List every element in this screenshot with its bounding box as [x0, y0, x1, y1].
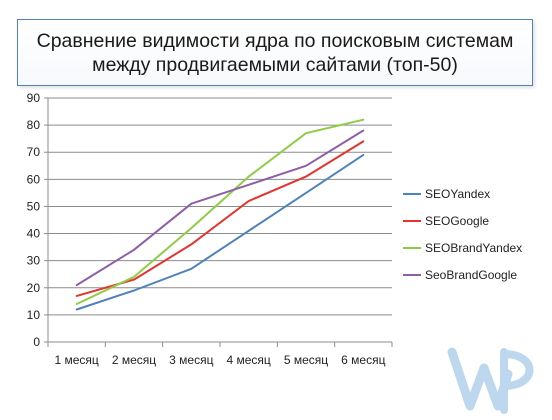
y-tick-label: 0: [33, 335, 40, 349]
grid-lines: [48, 97, 392, 316]
series-lines: [75, 118, 365, 311]
chart-title-line-1: Сравнение видимости ядра по поисковым си…: [36, 29, 514, 52]
y-tick-label: 90: [27, 91, 41, 105]
y-tick-label: 40: [27, 227, 41, 241]
wp-logo-icon: [447, 347, 534, 414]
legend: SEOYandex SEOGoogle SEOBrandYandex SeoBrand…: [403, 187, 522, 282]
x-tick-label: 5 месяц: [284, 353, 328, 367]
y-tick-labels: 0 10 20 30 40 50 60 70 80 90: [27, 91, 41, 349]
y-tick-label: 60: [27, 172, 41, 186]
legend-label: SeoBrandGoogle: [425, 268, 517, 282]
x-tick-label: 3 месяц: [169, 353, 213, 367]
legend-label: SEOBrandYandex: [425, 241, 522, 255]
y-tick-label: 20: [27, 281, 41, 295]
x-tick-label: 1 месяц: [55, 353, 99, 367]
legend-label: SEOGoogle: [425, 214, 489, 228]
y-tick-label: 30: [27, 254, 41, 268]
series-line-seogoogle: [75, 140, 365, 297]
y-tick-label: 80: [27, 118, 41, 132]
chart-title: Сравнение видимости ядра по поисковым си…: [17, 19, 533, 86]
x-tick-label: 4 месяц: [227, 353, 271, 367]
series-line-seobrandyandex: [75, 118, 365, 305]
y-tick-label: 10: [27, 308, 41, 322]
axes: [44, 97, 393, 347]
series-line-seobrandgoogle: [75, 129, 365, 287]
y-tick-label: 70: [27, 145, 41, 159]
y-tick-label: 50: [27, 199, 41, 213]
series-line-seoyandex: [75, 153, 365, 311]
x-tick-label: 6 месяц: [341, 353, 385, 367]
x-tick-label: 2 месяц: [112, 353, 156, 367]
chart-title-line-2: между продвигаемыми сайтами (топ-50): [92, 53, 458, 76]
x-tick-labels: 1 месяц 2 месяц 3 месяц 4 месяц 5 месяц 6 мес…: [55, 353, 386, 367]
legend-label: SEOYandex: [425, 187, 490, 201]
